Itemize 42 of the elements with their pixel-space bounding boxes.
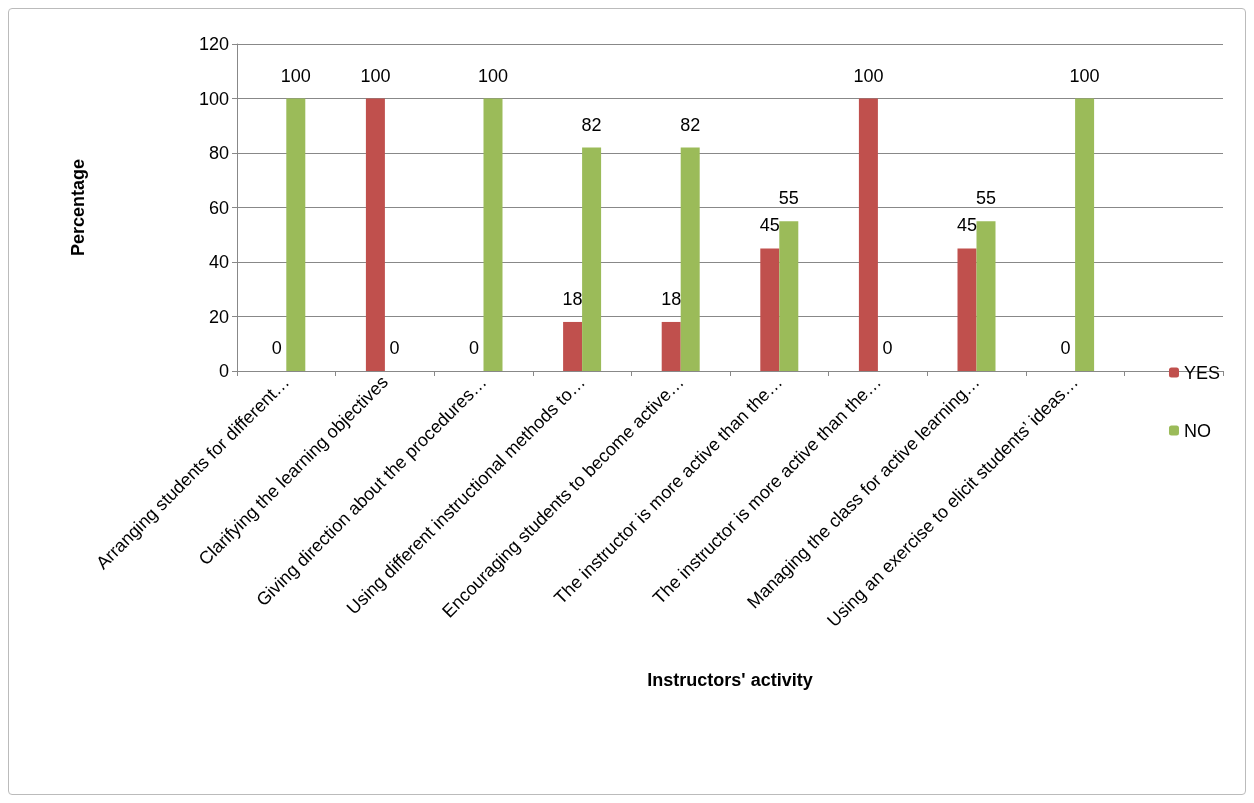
legend-label: NO xyxy=(1183,420,1211,441)
y-tick-label: 120 xyxy=(198,34,229,54)
y-tick-label: 40 xyxy=(208,252,229,272)
bar xyxy=(661,321,681,371)
y-axis-title: Percentage xyxy=(68,158,88,257)
data-label: 100 xyxy=(853,65,884,86)
y-tick-label: 100 xyxy=(198,88,229,109)
bar xyxy=(858,98,878,371)
bar xyxy=(286,98,306,371)
data-label: 100 xyxy=(280,65,311,86)
bar xyxy=(563,321,583,371)
bar xyxy=(483,98,503,371)
y-tick-label: 20 xyxy=(208,306,229,327)
bar xyxy=(760,248,780,371)
y-tick-label: 0 xyxy=(218,361,229,381)
data-label: 0 xyxy=(1060,338,1071,358)
data-label: 82 xyxy=(680,114,701,135)
data-label: 55 xyxy=(975,188,997,209)
data-label: 82 xyxy=(581,114,602,135)
y-tick-label: 60 xyxy=(208,197,229,218)
legend-label: YES xyxy=(1183,362,1221,383)
data-label: 18 xyxy=(661,288,682,309)
data-label: 0 xyxy=(389,338,400,358)
bar xyxy=(1075,98,1095,371)
data-label: 45 xyxy=(956,215,978,236)
x-axis-title: Instructors' activity xyxy=(647,670,813,690)
y-tick-label: 80 xyxy=(208,143,229,163)
bar xyxy=(680,147,700,371)
data-label: 0 xyxy=(882,338,893,358)
bar xyxy=(779,221,799,371)
data-label: 100 xyxy=(477,65,509,86)
bar xyxy=(957,248,977,371)
data-label: 45 xyxy=(759,215,780,236)
bar xyxy=(365,98,385,371)
data-label: 0 xyxy=(468,338,480,358)
bar xyxy=(976,221,996,371)
data-label: 100 xyxy=(360,65,391,86)
data-label: 0 xyxy=(271,338,282,358)
data-label: 18 xyxy=(562,288,583,309)
bar xyxy=(582,147,602,371)
data-label: 100 xyxy=(1069,65,1100,86)
data-label: 55 xyxy=(778,188,799,209)
